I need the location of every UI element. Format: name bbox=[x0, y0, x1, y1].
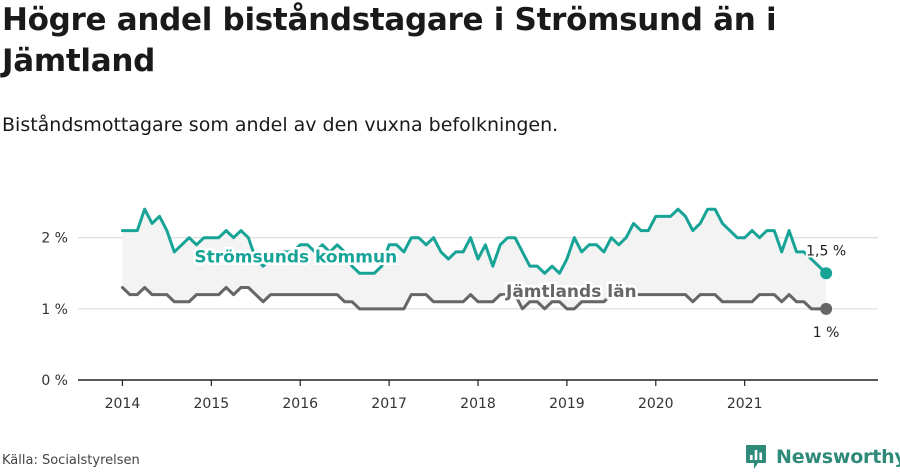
brand-name: Newsworthy bbox=[776, 446, 900, 468]
x-tick-label: 2018 bbox=[460, 396, 496, 412]
chart-subtitle: Biståndsmottagare som andel av den vuxna… bbox=[2, 114, 559, 136]
end-point-jamtland bbox=[820, 302, 833, 315]
x-tick-label: 2015 bbox=[194, 396, 230, 412]
source-note: Källa: Socialstyrelsen bbox=[2, 453, 140, 468]
x-tick-label: 2021 bbox=[727, 396, 763, 412]
brand-logo: Newsworthy bbox=[745, 442, 900, 472]
newsworthy-logo-icon bbox=[746, 445, 766, 469]
x-tick-label: 2017 bbox=[371, 396, 407, 412]
series-line-stromsund bbox=[120, 207, 828, 275]
series-label-stromsund: Strömsunds kommun bbox=[194, 248, 397, 268]
x-tick-label: 2014 bbox=[105, 396, 141, 412]
y-tick-label: 2 % bbox=[41, 231, 68, 247]
end-point-stromsund bbox=[820, 267, 833, 280]
band-between-series bbox=[122, 209, 827, 309]
chart-title: Högre andel biståndstagare i Strömsund ä… bbox=[2, 2, 777, 79]
x-tick-label: 2016 bbox=[282, 396, 318, 412]
end-label-stromsund: 1,5 % bbox=[806, 243, 846, 259]
series-line-jamtland bbox=[120, 286, 828, 311]
series-label-jamtland: Jämtlands län bbox=[505, 282, 637, 302]
x-tick-label: 2020 bbox=[638, 396, 674, 412]
y-tick-label: 1 % bbox=[41, 302, 68, 318]
x-tick-label: 2019 bbox=[549, 396, 585, 412]
y-tick-label: 0 % bbox=[41, 373, 68, 389]
end-label-jamtland: 1 % bbox=[813, 325, 840, 341]
